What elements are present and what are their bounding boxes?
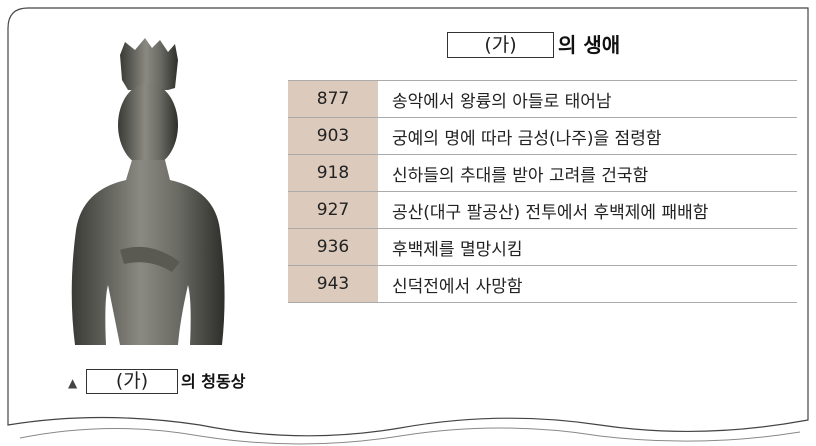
statue [71, 38, 225, 345]
table-row: 903 궁예의 명에 따라 금성(나주)을 점령함 [288, 117, 797, 155]
title-blank: (가) [447, 32, 554, 58]
title-text: 의 생애 [558, 33, 621, 57]
event-cell: 송악에서 왕륭의 아들로 태어남 [378, 80, 797, 118]
table-row: 918 신하들의 추대를 받아 고려를 건국함 [288, 154, 797, 192]
caption-text: 의 청동상 [181, 372, 246, 391]
year-cell: 936 [288, 228, 378, 266]
table-row: 943 신덕전에서 사망함 [288, 265, 797, 303]
year-cell: 927 [288, 191, 378, 229]
table-row: 877 송악에서 왕륭의 아들로 태어남 [288, 80, 797, 118]
year-cell: 877 [288, 80, 378, 118]
caption-marker: ▲ [68, 376, 78, 390]
event-cell: 후백제를 멸망시킴 [378, 228, 797, 266]
year-cell: 918 [288, 154, 378, 192]
table-row: 936 후백제를 멸망시킴 [288, 228, 797, 266]
year-cell: 903 [288, 117, 378, 155]
event-cell: 신하들의 추대를 받아 고려를 건국함 [378, 154, 797, 192]
caption-blank: (가) [86, 369, 178, 394]
event-cell: 궁예의 명에 따라 금성(나주)을 점령함 [378, 117, 797, 155]
year-cell: 943 [288, 265, 378, 303]
event-cell: 공산(대구 팔공산) 전투에서 후백제에 패배함 [378, 191, 797, 229]
life-table: 877 송악에서 왕륭의 아들로 태어남 903 궁예의 명에 따라 금성(나주)을 … [288, 80, 797, 303]
event-cell: 신덕전에서 사망함 [378, 265, 797, 303]
table-row: 927 공산(대구 팔공산) 전투에서 후백제에 패배함 [288, 191, 797, 229]
